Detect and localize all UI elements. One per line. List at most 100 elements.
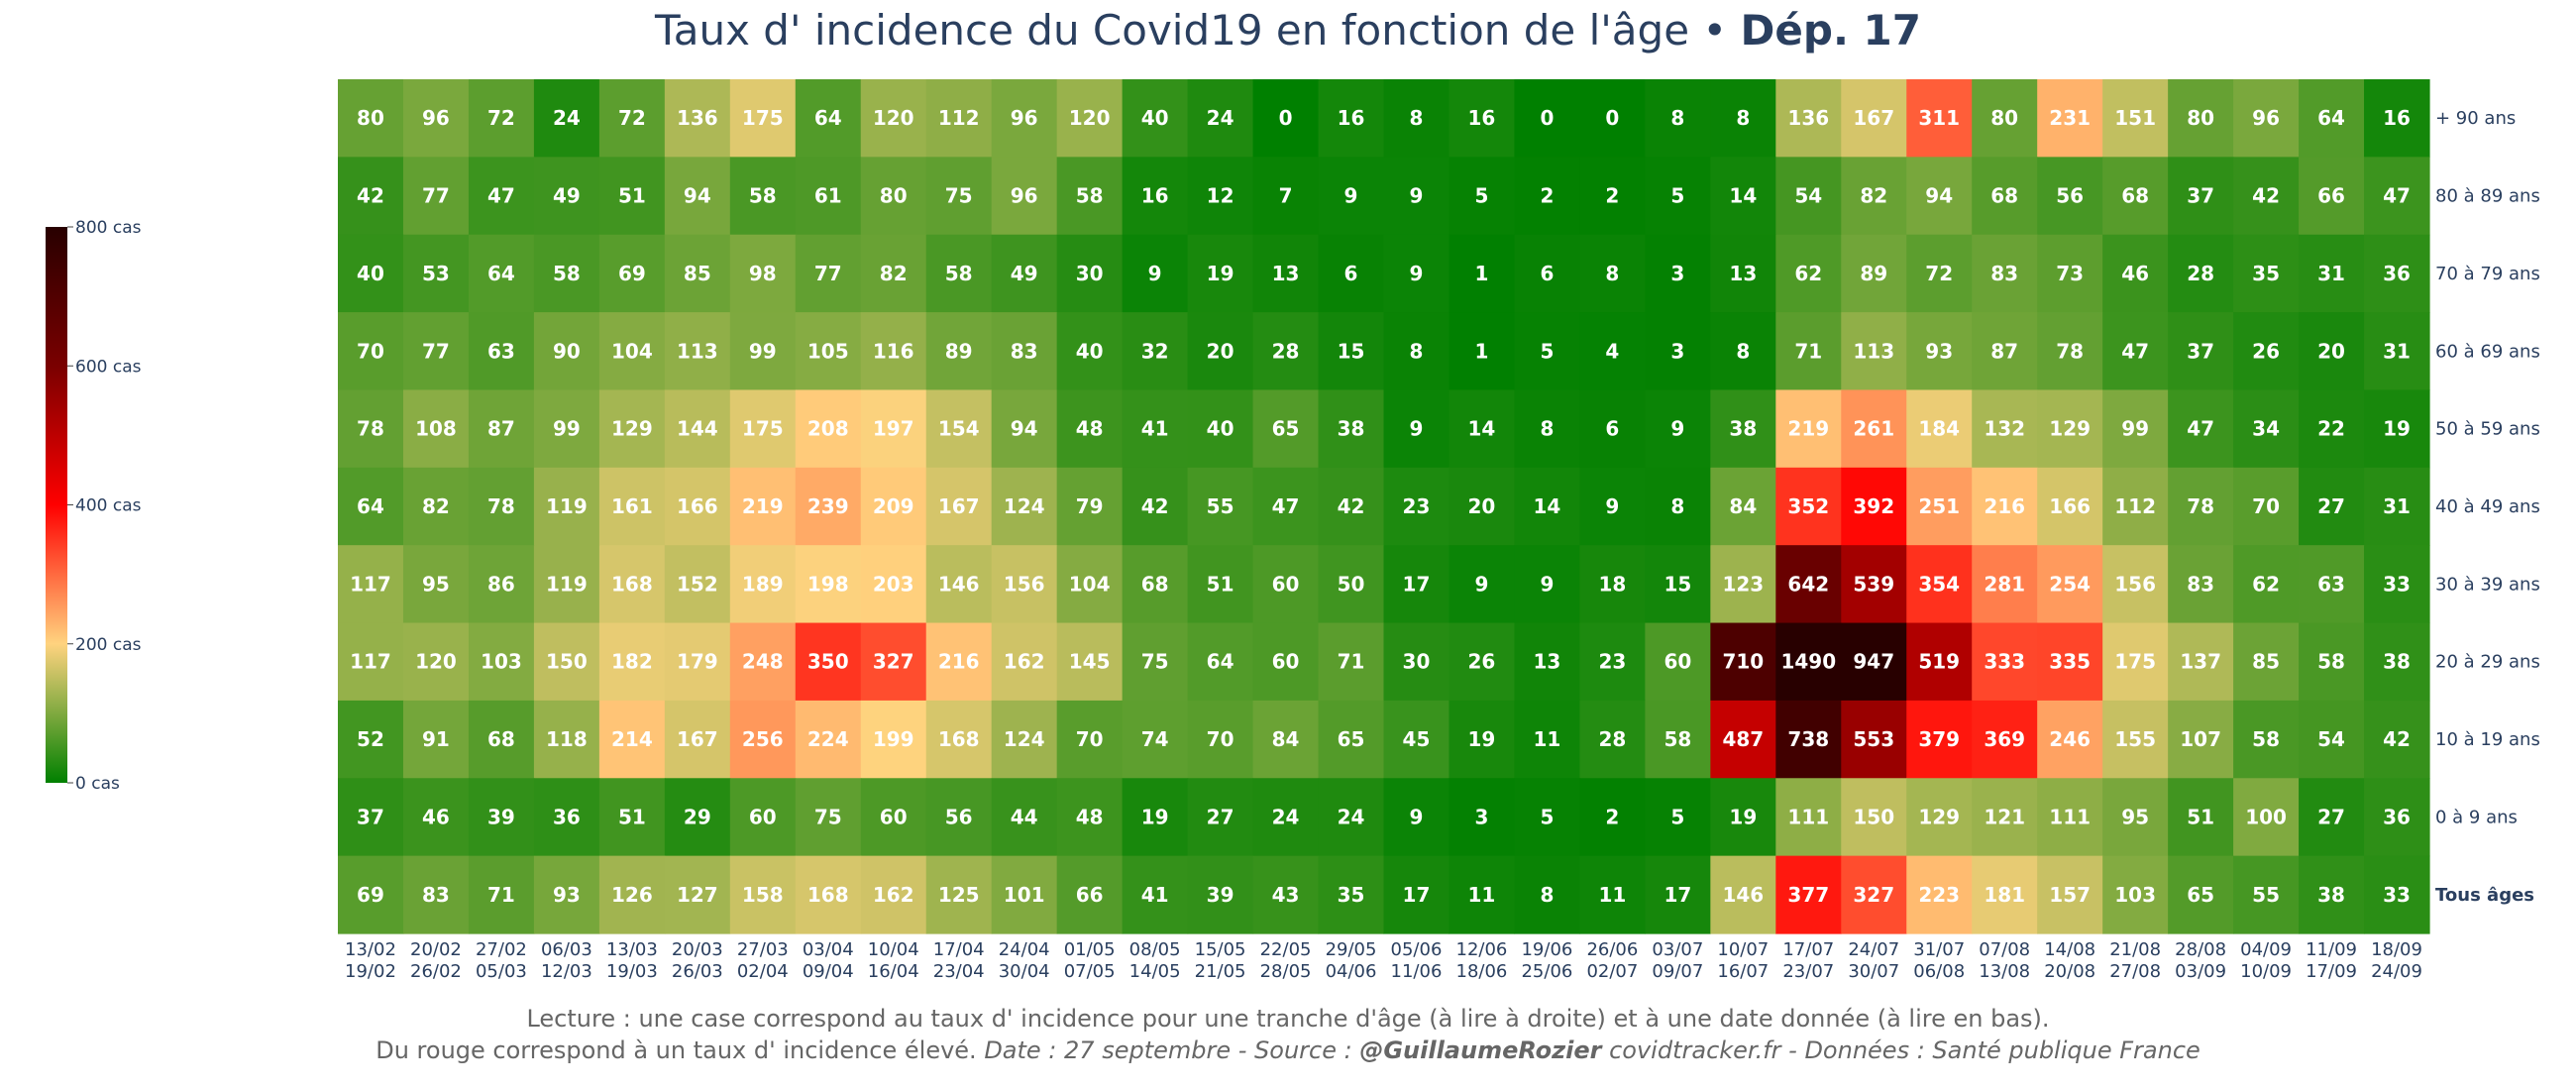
heatmap-cell xyxy=(1383,79,1450,158)
column-label: 07/08 xyxy=(1979,939,2030,960)
heatmap-cell xyxy=(1906,157,1973,236)
caption-author: @GuillaumeRozier xyxy=(1359,1036,1602,1064)
heatmap-cell xyxy=(1449,778,1516,857)
heatmap-cell xyxy=(2037,389,2103,469)
heatmap-cell xyxy=(468,389,535,469)
cell-value-label: 27 xyxy=(2317,805,2345,828)
cell-value-label: 104 xyxy=(611,339,653,363)
cell-value-label: 65 xyxy=(2187,883,2214,907)
heatmap-cell xyxy=(1187,622,1254,702)
column-label: 03/09 xyxy=(2175,961,2226,982)
heatmap-cell xyxy=(1514,467,1581,546)
cell-value-label: 58 xyxy=(553,262,581,285)
cell-value-label: 9 xyxy=(1670,417,1684,441)
heatmap-cell xyxy=(1187,545,1254,624)
heatmap-cell xyxy=(1252,467,1320,546)
cell-value-label: 487 xyxy=(1722,727,1764,751)
heatmap-cell xyxy=(1056,79,1124,158)
heatmap-cell xyxy=(533,234,600,313)
cell-value-label: 40 xyxy=(1076,339,1104,363)
heatmap-cell xyxy=(1122,157,1189,236)
caption-date-source: Date : 27 septembre - Source : xyxy=(984,1036,1360,1064)
cell-value-label: 45 xyxy=(1403,727,1431,751)
heatmap-cell xyxy=(402,467,470,546)
heatmap-cell xyxy=(2364,389,2430,469)
heatmap-cell xyxy=(338,79,404,158)
cell-value-label: 38 xyxy=(2317,883,2345,907)
heatmap-cell xyxy=(1514,545,1581,624)
heatmap-cell xyxy=(2102,545,2169,624)
heatmap-cell xyxy=(2102,700,2169,779)
cell-value-label: 64 xyxy=(1207,650,1234,674)
cell-value-label: 72 xyxy=(487,106,515,130)
cell-value-label: 47 xyxy=(2187,417,2214,441)
column-label: 28/08 xyxy=(2175,939,2226,960)
heatmap-cell xyxy=(729,234,797,313)
heatmap-cell xyxy=(729,855,797,934)
heatmap-cell xyxy=(1775,79,1842,158)
cell-value-label: 84 xyxy=(1729,494,1757,518)
heatmap-cell xyxy=(991,622,1058,702)
heatmap-cell xyxy=(664,545,731,624)
heatmap-cell xyxy=(1645,545,1711,624)
heatmap-cell xyxy=(729,467,797,546)
column-label: 13/03 xyxy=(606,939,658,960)
heatmap-cell xyxy=(598,234,666,313)
heatmap-cell xyxy=(1710,312,1776,391)
heatmap-cell xyxy=(729,312,797,391)
heatmap-cell xyxy=(533,79,600,158)
row-label: 0 à 9 ans xyxy=(2435,807,2518,827)
column-label: 21/05 xyxy=(1195,961,1246,982)
heatmap-cell xyxy=(2102,312,2169,391)
cell-value-label: 38 xyxy=(1729,417,1757,441)
heatmap-cell xyxy=(2168,622,2234,702)
heatmap-cell xyxy=(1841,234,1907,313)
cell-value-label: 154 xyxy=(938,417,980,441)
heatmap-cell xyxy=(1775,700,1842,779)
cell-value-label: 224 xyxy=(807,727,849,751)
column-label: 02/04 xyxy=(737,961,789,982)
row-label: 20 à 29 ans xyxy=(2435,652,2540,673)
cell-value-label: 39 xyxy=(1207,883,1234,907)
heatmap-cell xyxy=(598,855,666,934)
heatmap-cell xyxy=(1775,157,1842,236)
colorbar xyxy=(46,227,67,783)
cell-value-label: 60 xyxy=(1664,650,1691,674)
cell-value-label: 60 xyxy=(1272,650,1300,674)
cell-value-label: 379 xyxy=(1918,727,1960,751)
heatmap-cell xyxy=(533,545,600,624)
cell-value-label: 93 xyxy=(553,883,581,907)
cell-value-label: 8 xyxy=(1670,494,1684,518)
cell-value-label: 3 xyxy=(1670,339,1684,363)
heatmap-cell xyxy=(860,545,927,624)
cell-value-label: 123 xyxy=(1722,572,1764,596)
heatmap-cell xyxy=(468,778,535,857)
cell-value-label: 15 xyxy=(1664,572,1691,596)
heatmap-cell xyxy=(2364,157,2430,236)
cell-value-label: 19 xyxy=(1729,805,1757,828)
heatmap-cell xyxy=(664,79,731,158)
cell-value-label: 9 xyxy=(1344,184,1358,208)
cell-value-label: 99 xyxy=(2121,417,2149,441)
cell-value-label: 52 xyxy=(357,727,384,751)
heatmap-cell xyxy=(795,234,862,313)
cell-value-label: 9 xyxy=(1410,184,1424,208)
cell-value-label: 13 xyxy=(1533,650,1560,674)
heatmap-cell xyxy=(2037,778,2103,857)
heatmap-cell xyxy=(991,545,1058,624)
cell-value-label: 42 xyxy=(1141,494,1169,518)
heatmap-cell xyxy=(1972,700,2038,779)
heatmap-cell xyxy=(1318,545,1385,624)
heatmap-cell xyxy=(402,622,470,702)
heatmap-cell xyxy=(1972,312,2038,391)
cell-value-label: 16 xyxy=(1338,106,1365,130)
column-label: 23/07 xyxy=(1782,961,1834,982)
cell-value-label: 198 xyxy=(807,572,849,596)
heatmap-cell xyxy=(1122,389,1189,469)
heatmap-cell xyxy=(1449,157,1516,236)
column-label: 24/09 xyxy=(2371,961,2422,982)
cell-value-label: 137 xyxy=(2180,650,2221,674)
cell-value-label: 157 xyxy=(2049,883,2091,907)
cell-value-label: 58 xyxy=(945,262,973,285)
